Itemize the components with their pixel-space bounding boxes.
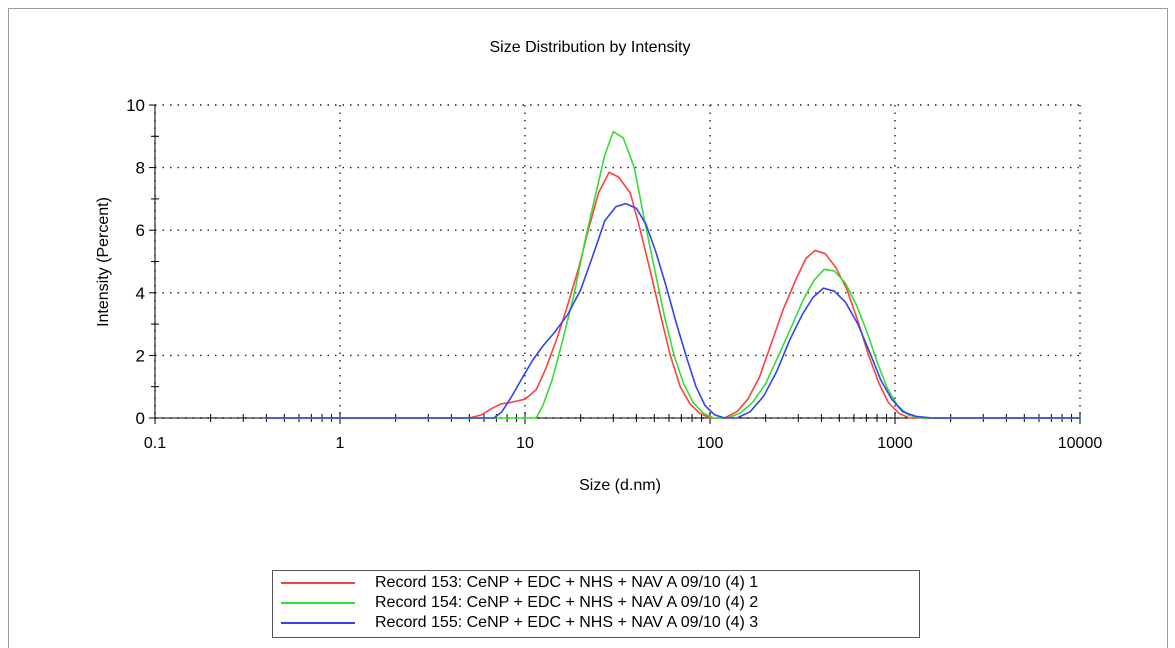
y-tick-label: 2	[136, 346, 145, 365]
chart-title: Size Distribution by Intensity	[490, 39, 691, 56]
x-axis-label: Size (d.nm)	[579, 477, 661, 494]
series-lines	[266, 130, 1080, 419]
x-tick-label: 0.1	[144, 435, 166, 452]
x-tick-label: 100	[697, 435, 724, 452]
legend-item: Record 153: CeNP + EDC + NHS + NAV A 09/…	[273, 573, 919, 593]
y-tick-label: 8	[136, 159, 145, 178]
legend-label: Record 155: CeNP + EDC + NHS + NAV A 09/…	[375, 614, 759, 631]
y-axis-label: Intensity (Percent)	[95, 197, 112, 327]
legend-swatch	[281, 622, 355, 624]
x-tick-label: 10	[516, 435, 534, 452]
legend-item: Record 155: CeNP + EDC + NHS + NAV A 09/…	[273, 613, 919, 633]
grid	[154, 104, 1081, 419]
x-tick-label: 1	[336, 435, 345, 452]
legend-item: Record 154: CeNP + EDC + NHS + NAV A 09/…	[273, 593, 919, 613]
tick-labels: 0.1 1 10 100 1000 10000 0 2 4 6 8 10	[126, 96, 1102, 452]
legend-swatch	[281, 602, 355, 604]
series-line-1	[266, 171, 1080, 419]
x-tick-label: 10000	[1058, 435, 1103, 452]
legend-label: Record 154: CeNP + EDC + NHS + NAV A 09/…	[375, 594, 759, 611]
axes	[149, 104, 1081, 424]
y-tick-label: 0	[136, 409, 145, 428]
chart-svg: Size Distribution by Intensity Size (d.n…	[95, 39, 1102, 494]
y-tick-label: 4	[136, 284, 145, 303]
series-line-3	[266, 202, 1080, 419]
series-line-2	[266, 130, 1080, 419]
legend-swatch	[281, 582, 355, 584]
legend: Record 153: CeNP + EDC + NHS + NAV A 09/…	[272, 570, 920, 638]
y-tick-label: 10	[126, 96, 145, 115]
chart-frame	[8, 8, 1168, 648]
legend-label: Record 153: CeNP + EDC + NHS + NAV A 09/…	[375, 574, 759, 591]
y-tick-label: 6	[136, 221, 145, 240]
x-tick-label: 1000	[877, 435, 913, 452]
